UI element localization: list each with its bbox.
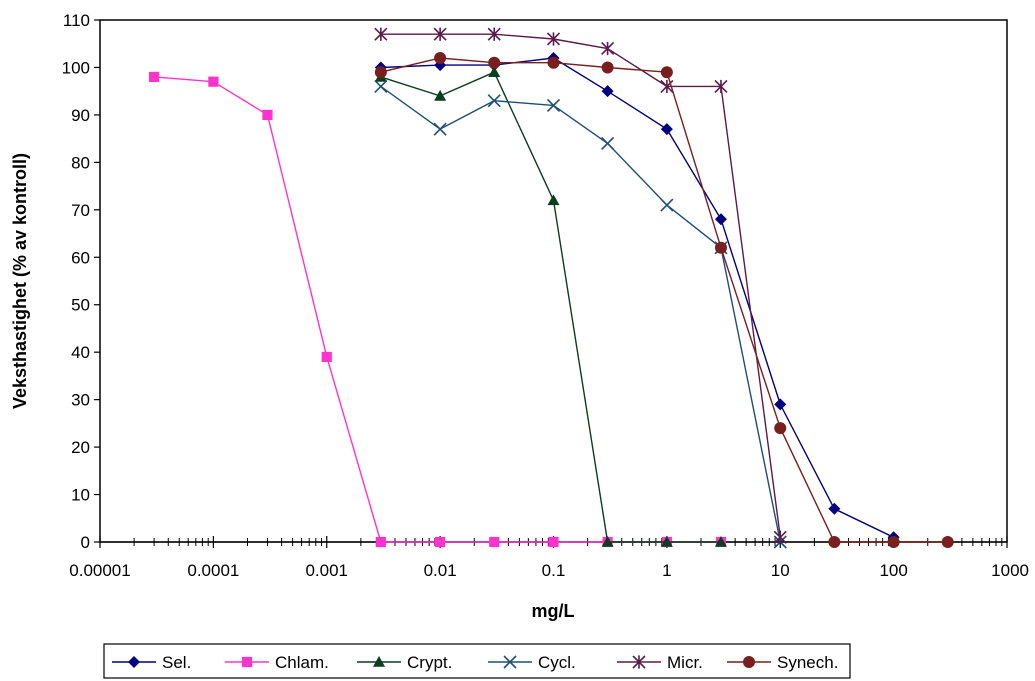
series-point-x: [546, 98, 561, 112]
series-point-star: [660, 79, 674, 94]
series-point-square: [208, 76, 219, 87]
series-point-diamond: [774, 398, 787, 411]
y-tick-label: 110: [63, 11, 90, 30]
series-synech: [374, 51, 954, 548]
series-point-star: [773, 530, 787, 544]
plot-area: [99, 19, 1008, 543]
series-point-circle: [434, 51, 447, 64]
series-point-x: [660, 198, 674, 212]
series-point-square: [262, 109, 273, 121]
series-point-square: [321, 351, 332, 363]
y-tick-label: 70: [71, 201, 90, 220]
series-point-circle: [887, 536, 900, 548]
x-tick-label: 1: [662, 561, 671, 580]
x-tick-label: 0.00001: [69, 561, 130, 580]
legend-label: Sel.: [162, 653, 191, 672]
series-point-star: [374, 27, 388, 41]
legend-item: Sel.: [112, 653, 191, 672]
series-point-circle: [374, 66, 387, 79]
legend-item: Crypt.: [357, 653, 452, 672]
y-axis-ticks: 0 10 20 30 40 50 60 70 80 90 100 110: [62, 11, 100, 552]
series-point-circle: [828, 536, 841, 548]
x-tick-label: 1000: [991, 561, 1029, 580]
y-axis-title: Veksthastighet (% av kontroll): [10, 153, 30, 409]
x-tick-label: 0.001: [305, 561, 348, 580]
series-point-x: [374, 79, 388, 94]
x-tick-label: 10: [771, 561, 790, 580]
series-point-square: [241, 656, 253, 668]
series-point-square: [435, 536, 446, 548]
series-point-circle: [743, 656, 755, 668]
legend-label: Chlam.: [275, 653, 329, 672]
series-point-triangle: [488, 66, 501, 77]
series-point-square: [548, 536, 559, 548]
series-layer: [148, 27, 954, 549]
series-point-circle: [547, 56, 560, 69]
series-point-triangle: [660, 536, 673, 547]
legend-item: Synech.: [727, 653, 838, 672]
series-line: [380, 57, 894, 538]
y-tick-label: 100: [62, 58, 90, 77]
y-tick-label: 0: [81, 533, 90, 552]
y-tick-label: 80: [71, 153, 90, 172]
series-point-diamond: [714, 213, 727, 226]
y-tick-label: 10: [71, 486, 90, 505]
series-point-square: [375, 536, 386, 548]
series-point-diamond: [128, 656, 140, 668]
series-point-circle: [774, 422, 787, 435]
series-point-x: [601, 136, 615, 150]
series-line: [380, 33, 781, 538]
legend-item: Cycl.: [488, 653, 576, 672]
legend-label: Micr.: [667, 653, 703, 672]
series-point-square: [148, 71, 160, 83]
y-tick-label: 20: [71, 438, 90, 457]
series-point-star: [546, 32, 561, 46]
series-point-star: [632, 655, 646, 669]
series-point-triangle: [601, 536, 614, 547]
series-point-diamond: [828, 502, 841, 515]
series-point-circle: [714, 241, 727, 254]
y-tick-label: 40: [71, 343, 90, 362]
x-tick-label: 0.1: [542, 561, 566, 580]
y-tick-label: 60: [71, 248, 90, 267]
series-point-square: [489, 536, 500, 548]
x-tick-label: 0.01: [424, 561, 457, 580]
series-micr: [374, 27, 787, 544]
series-point-star: [601, 41, 615, 56]
y-tick-label: 30: [71, 391, 90, 410]
series-point-x: [503, 655, 517, 669]
y-tick-label: 90: [71, 106, 90, 125]
series-point-diamond: [660, 123, 673, 136]
series-point-triangle: [373, 656, 385, 667]
series-point-x: [433, 122, 447, 136]
legend-label: Crypt.: [407, 653, 452, 672]
legend-label: Synech.: [777, 653, 838, 672]
series-point-circle: [601, 61, 614, 74]
legend-label: Cycl.: [538, 653, 576, 672]
series-point-diamond: [601, 85, 614, 98]
series-point-circle: [941, 536, 954, 548]
legend-item: Chlam.: [225, 653, 329, 672]
series-point-circle: [488, 56, 501, 69]
series-point-x: [487, 94, 501, 108]
series-point-triangle: [547, 194, 560, 206]
legend-box: [103, 643, 851, 679]
series-point-star: [433, 27, 447, 41]
legend: Sel. Chlam. Crypt. Cycl. Micr. Synech.: [103, 643, 851, 679]
x-tick-label: 0.0001: [187, 561, 239, 580]
y-tick-label: 50: [71, 296, 90, 315]
legend-item: Micr.: [617, 653, 703, 672]
series-line: [380, 85, 781, 543]
x-axis-title: mg/L: [532, 601, 575, 621]
series-point-circle: [660, 66, 673, 79]
series-point-triangle: [714, 536, 727, 547]
series-point-triangle: [434, 89, 447, 101]
x-tick-label: 100: [879, 561, 907, 580]
series-point-star: [487, 27, 501, 41]
series-point-star: [714, 79, 728, 94]
